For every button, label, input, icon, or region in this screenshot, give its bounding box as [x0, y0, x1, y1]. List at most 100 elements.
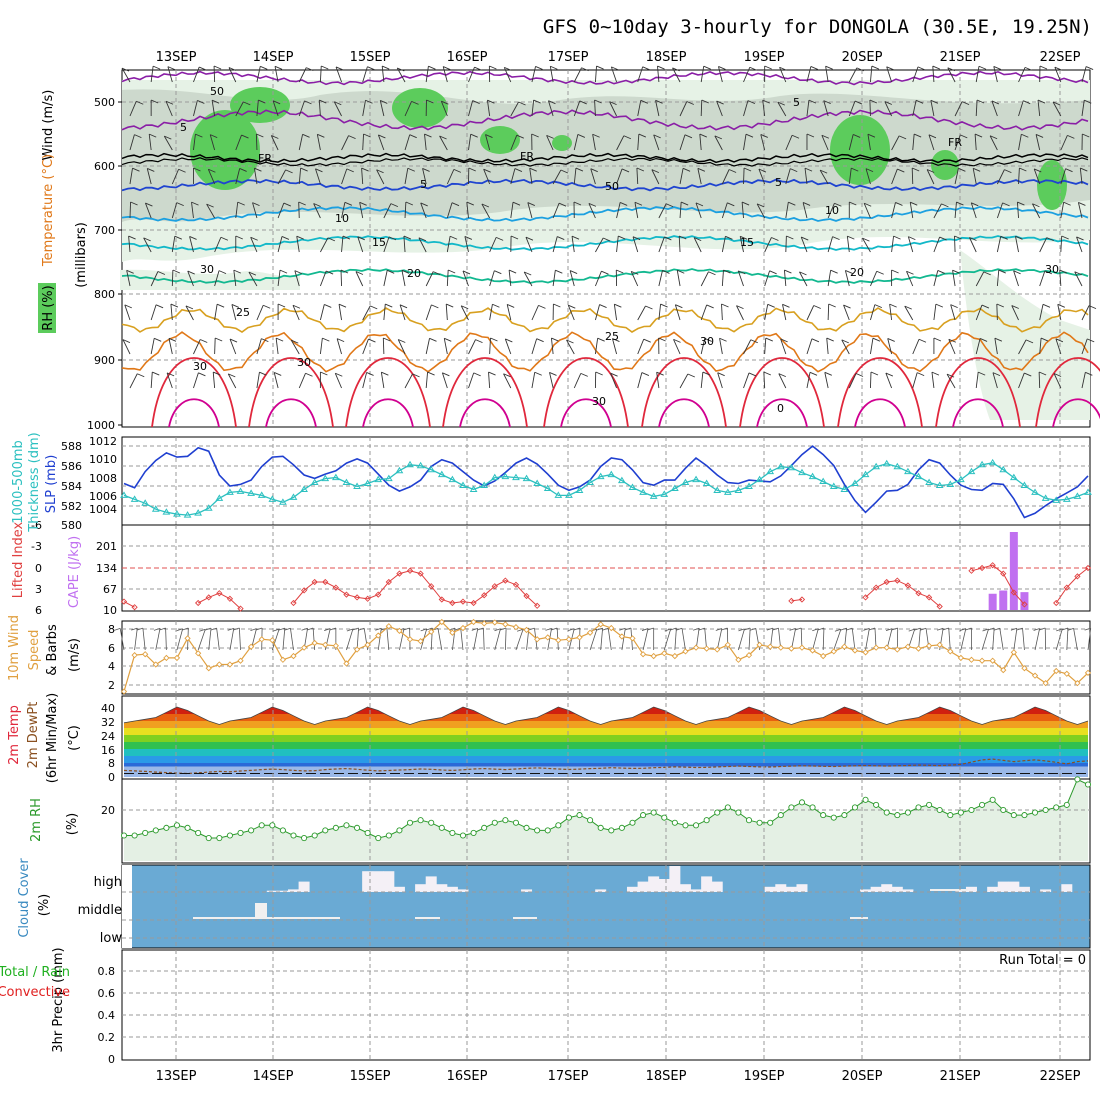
wind-barb — [489, 337, 491, 355]
wind-barb — [468, 66, 475, 83]
wind-barb-flag — [694, 237, 702, 242]
wind-barb-flag — [790, 168, 798, 173]
rh2m-marker — [714, 809, 721, 816]
thickness-marker — [162, 508, 171, 515]
rh2m-marker — [936, 806, 943, 814]
wind-barb — [930, 100, 935, 117]
wind-barb-flag — [847, 235, 855, 240]
wind10-marker — [608, 624, 615, 632]
wind-barb-flag — [398, 339, 406, 343]
wind-barb-flag — [1059, 269, 1067, 274]
wind-barb — [695, 202, 702, 219]
wind-barb-flag — [1074, 271, 1082, 276]
wind-barb — [171, 269, 174, 287]
wind-barb — [912, 339, 920, 355]
wind10-marker — [925, 642, 933, 649]
lifted-index-line — [197, 592, 241, 609]
wind-barb — [185, 305, 194, 321]
cape-bar — [999, 590, 1008, 610]
wind-barb — [714, 135, 723, 151]
wind-barb-flag — [215, 337, 223, 342]
wind-barb-flag — [849, 201, 857, 206]
wind-barb-flag — [573, 201, 582, 206]
date-label-top: 17SEP — [548, 50, 589, 65]
wind-barb — [229, 338, 237, 355]
wind-barb — [763, 371, 766, 389]
wind-barb — [510, 202, 514, 219]
wind-barb — [886, 66, 893, 83]
wind10-barb — [1022, 628, 1025, 651]
label-wind: Wind (m/s) — [41, 90, 56, 161]
wind-barb — [1052, 101, 1062, 117]
slp-tick-label: 1008 — [89, 472, 117, 485]
wind-barb-flag — [510, 235, 519, 240]
wind-barb-flag — [197, 100, 205, 104]
wind10-barb-flag — [885, 628, 893, 632]
wind10-barb — [197, 629, 206, 651]
wind-barb-flag — [782, 303, 790, 308]
wind-barb-flag — [272, 100, 281, 105]
wind-barb — [126, 270, 131, 287]
wind-barb — [315, 168, 321, 185]
date-label-bottom: 15SEP — [350, 1069, 391, 1084]
wind-barb — [362, 133, 364, 151]
thickness-marker — [353, 482, 361, 489]
wind-barb — [443, 338, 448, 355]
wind-barb-flag — [673, 338, 681, 343]
wind-barb-flag — [248, 271, 257, 276]
li-marker — [798, 596, 806, 603]
thickness-marker — [395, 466, 404, 474]
wind-barb-flag — [367, 66, 375, 71]
wind-barb — [552, 169, 562, 185]
wind-barb — [743, 339, 752, 355]
wind-barb-flag — [612, 338, 620, 342]
wind-barb-flag — [1011, 305, 1019, 309]
wind10-marker — [809, 647, 816, 654]
rh2m-marker — [438, 824, 445, 831]
wind-barb — [674, 304, 681, 321]
wind10-marker — [290, 652, 297, 660]
wind-barb-flag — [473, 372, 481, 377]
wind-barb-flag — [687, 373, 695, 378]
wind-barb-flag — [441, 100, 449, 105]
panel-frame — [121, 949, 1091, 1061]
wind-barb-flag — [771, 237, 779, 241]
wind-barb-flag — [832, 236, 840, 241]
wind-barb — [425, 66, 429, 83]
li-marker — [1063, 584, 1070, 591]
wind-barb — [630, 271, 639, 287]
wind10-marker — [237, 657, 244, 664]
contour-35 — [543, 357, 629, 428]
rh2m-marker — [597, 824, 604, 831]
wind-barb-flag — [719, 337, 727, 342]
wind-barb — [1018, 372, 1025, 389]
wind-barb — [996, 236, 1002, 253]
wind10-marker — [353, 646, 361, 653]
thickness-marker — [469, 485, 478, 492]
wind-barb — [320, 237, 329, 253]
wind-barb-flag — [137, 373, 145, 378]
rh2m-marker — [809, 804, 816, 811]
wind-barb — [362, 305, 371, 321]
wind-barb-flag — [399, 304, 408, 309]
wind-barb — [277, 236, 283, 253]
li-marker — [216, 590, 223, 597]
wind-barb-flag — [912, 167, 920, 172]
wind10-barb-flag — [891, 627, 898, 631]
wind10-marker — [428, 628, 435, 635]
rh2m-marker — [724, 804, 731, 811]
wind-barb-flag — [780, 338, 788, 343]
wind-barb — [1011, 305, 1019, 321]
wind-barb-flag — [799, 271, 807, 276]
wind10-barb-flag — [982, 628, 989, 632]
wind-barb — [383, 270, 388, 287]
wind-barb-flag — [788, 201, 796, 206]
label-2m-dewpt: 2m DewPt — [26, 702, 41, 769]
wind-barb — [340, 269, 343, 287]
rh-green-patch — [480, 126, 520, 154]
wind-barb-flag — [660, 303, 668, 308]
wind-barb-flag — [854, 100, 863, 105]
wind10-marker — [830, 648, 837, 655]
wind-barb-flag — [481, 203, 490, 208]
wind-barb — [549, 66, 554, 83]
